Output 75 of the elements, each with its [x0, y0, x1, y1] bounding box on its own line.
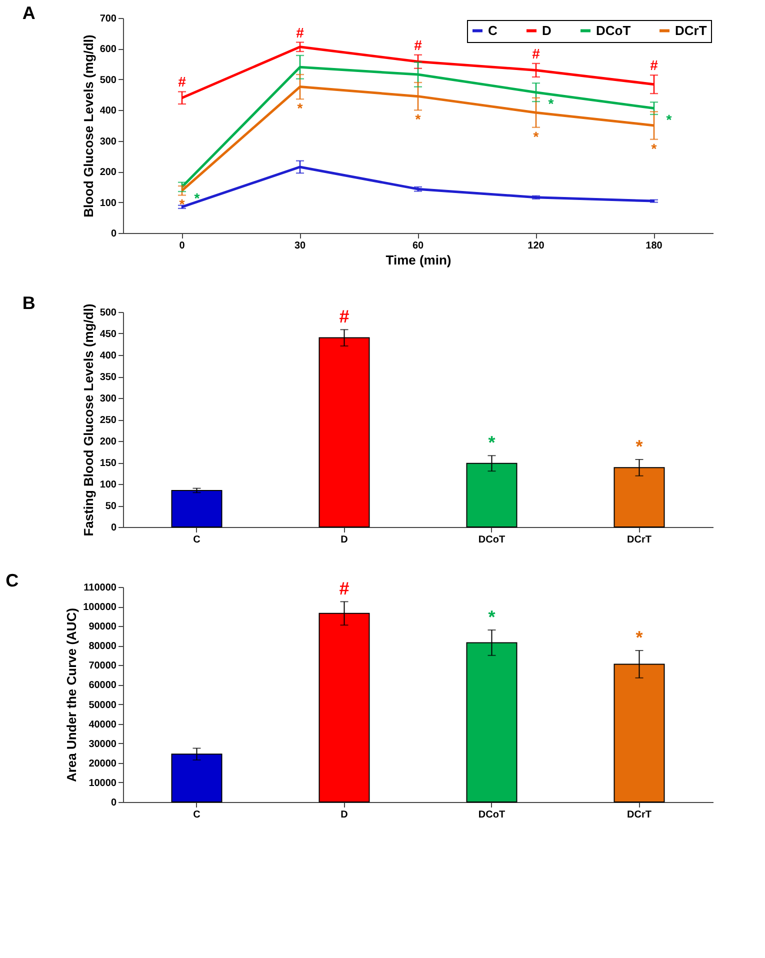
annotation: # [532, 45, 540, 62]
y-tick-label: 90000 [88, 622, 117, 633]
legend-label: DCoT [596, 22, 631, 38]
y-tick-label: 60000 [88, 680, 117, 692]
annotation: * [297, 100, 304, 116]
y-tick-label: 600 [100, 44, 117, 56]
y-tick-label: 150 [100, 458, 117, 469]
y-tick-label: 350 [100, 372, 117, 383]
chart-title: B [22, 293, 36, 314]
y-tick-label: 500 [100, 308, 117, 318]
y-tick-label: 110000 [84, 582, 117, 594]
y-tick-label: 80000 [88, 641, 117, 652]
x-tick-label: DCrT [627, 534, 652, 546]
y-tick-label: 200 [100, 167, 117, 178]
x-tick-label: 60 [412, 240, 424, 252]
y-axis-title: Fasting Blood Glucose Levels (mg/dl) [80, 304, 96, 536]
x-tick-label: 0 [179, 240, 186, 252]
bar [171, 490, 222, 528]
annotation: * [651, 140, 658, 156]
y-tick-label: 0 [110, 522, 117, 534]
x-tick-label: 30 [294, 240, 306, 252]
chart-title: C [6, 570, 19, 591]
annotation: # [414, 36, 422, 53]
x-tick-label: DCoT [478, 810, 506, 820]
y-axis-title: Area Under the Curve (AUC) [64, 608, 80, 782]
y-tick-label: 10000 [88, 778, 117, 789]
y-axis-title: Blood Glucose Levels (mg/dl) [80, 34, 96, 218]
annotation: # [339, 578, 350, 599]
y-tick-label: 30000 [88, 738, 117, 750]
y-tick-label: 0 [110, 798, 117, 808]
annotation: * [415, 111, 422, 128]
y-tick-label: 500 [100, 74, 117, 86]
annotation: * [488, 432, 496, 453]
x-axis-title: Time (min) [386, 252, 452, 268]
annotation: * [533, 128, 540, 144]
y-tick-label: 0 [110, 228, 117, 240]
y-tick-label: 200 [100, 436, 117, 448]
x-tick-label: C [193, 534, 200, 546]
y-tick-label: 40000 [88, 719, 117, 730]
annotation: # [178, 74, 186, 90]
annotation: * [194, 190, 200, 206]
y-tick-label: 100 [100, 480, 117, 490]
x-tick-label: D [340, 810, 348, 820]
y-tick-label: 20000 [88, 758, 117, 770]
annotation: * [179, 196, 186, 212]
chart-title: A [22, 3, 36, 23]
y-tick-label: 50000 [88, 700, 117, 711]
x-tick-label: 120 [528, 240, 545, 252]
y-tick-label: 70000 [88, 660, 117, 672]
y-tick-label: 300 [100, 394, 117, 404]
annotation: # [296, 24, 304, 40]
annotation: * [488, 607, 496, 627]
y-tick-label: 100 [100, 198, 117, 209]
annotation: * [666, 111, 672, 128]
y-tick-label: 300 [100, 136, 117, 148]
y-tick-label: 400 [100, 106, 117, 117]
y-tick-label: 700 [100, 14, 117, 24]
x-tick-label: DCrT [627, 810, 652, 820]
y-tick-label: 450 [100, 329, 117, 340]
x-tick-label: DCoT [478, 534, 506, 546]
annotation: * [636, 436, 643, 456]
y-tick-label: 100000 [83, 602, 117, 614]
legend-label: D [542, 22, 552, 38]
x-tick-label: C [193, 810, 200, 820]
legend-label: C [488, 22, 498, 38]
annotation: * [636, 628, 643, 648]
y-tick-label: 400 [100, 350, 117, 362]
y-tick-label: 50 [105, 501, 117, 512]
annotation: # [339, 306, 350, 327]
x-tick-label: 180 [646, 240, 663, 252]
x-tick-label: D [340, 534, 348, 546]
annotation: # [650, 57, 658, 74]
y-tick-label: 250 [100, 415, 117, 426]
annotation: * [548, 95, 554, 112]
legend-label: DCrT [675, 22, 707, 38]
